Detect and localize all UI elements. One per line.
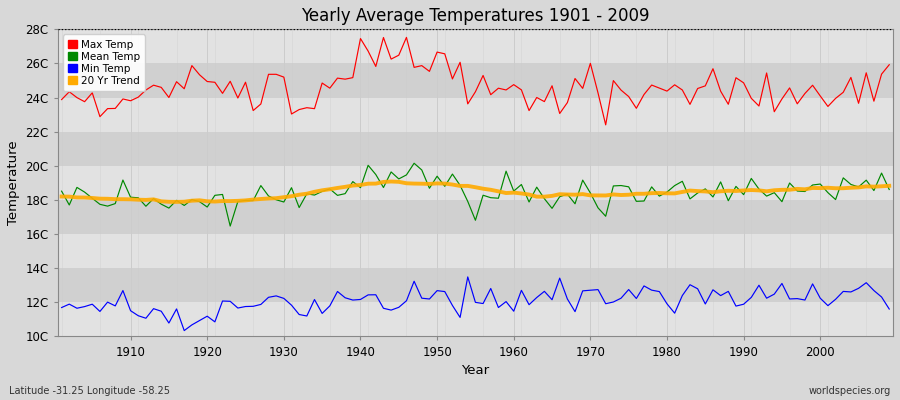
Bar [58,98,893,132]
Legend: Max Temp, Mean Temp, Min Temp, 20 Yr Trend: Max Temp, Mean Temp, Min Temp, 20 Yr Tre… [63,34,145,91]
Text: worldspecies.org: worldspecies.org [809,386,891,396]
Bar [58,132,893,166]
Bar [58,268,893,302]
Bar [58,234,893,268]
Bar [58,302,893,336]
Bar [58,29,893,64]
Bar [58,200,893,234]
X-axis label: Year: Year [462,364,490,377]
Y-axis label: Temperature: Temperature [7,140,20,225]
Bar [58,166,893,200]
Text: Latitude -31.25 Longitude -58.25: Latitude -31.25 Longitude -58.25 [9,386,170,396]
Bar [58,64,893,98]
Title: Yearly Average Temperatures 1901 - 2009: Yearly Average Temperatures 1901 - 2009 [302,7,650,25]
